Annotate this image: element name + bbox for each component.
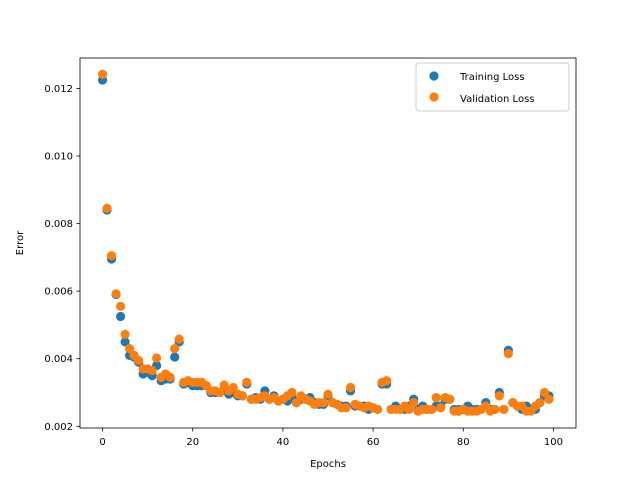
validation-loss-point <box>535 398 545 408</box>
validation-loss-point <box>97 69 108 79</box>
training-loss-point <box>115 311 126 322</box>
validation-loss-point <box>174 334 184 344</box>
validation-loss-point <box>490 404 500 415</box>
validation-loss-point <box>228 382 238 393</box>
validation-loss-point <box>544 394 554 404</box>
x-axis: 0 20 40 60 80 100 <box>99 428 563 448</box>
x-tick-label: 0 <box>99 437 105 448</box>
legend-box <box>415 62 570 112</box>
y-tick-label: 0.002 <box>44 422 73 433</box>
validation-loss-point <box>427 404 437 415</box>
validation-loss-point <box>373 404 383 415</box>
x-axis-label: Epochs <box>310 459 346 470</box>
validation-loss-point <box>102 203 112 213</box>
validation-loss-point <box>120 329 130 339</box>
points-layer <box>97 69 554 416</box>
y-tick-label: 0.008 <box>44 219 73 230</box>
validation-loss-point <box>291 398 302 408</box>
validation-loss-point <box>215 387 225 398</box>
legend-label-validation-loss: Validation Loss <box>460 94 535 105</box>
training-loss-point <box>120 337 130 347</box>
y-tick-label: 0.006 <box>44 287 73 298</box>
x-tick-label: 100 <box>544 437 563 448</box>
y-axis: 0.002 0.004 0.006 0.008 0.010 0.012 <box>44 84 80 433</box>
legend: Training Loss Validation Loss <box>415 62 570 112</box>
validation-loss-point <box>165 372 175 382</box>
validation-loss-point <box>503 349 513 359</box>
training-loss-point <box>170 352 180 362</box>
validation-loss-point <box>147 365 157 376</box>
x-tick-label: 80 <box>457 437 470 448</box>
x-tick-label: 20 <box>186 437 199 448</box>
validation-loss-point <box>152 353 162 363</box>
validation-loss-point <box>134 355 144 366</box>
validation-loss-point <box>106 251 117 261</box>
y-tick-label: 0.010 <box>44 151 73 162</box>
legend-label-training-loss: Training Loss <box>459 72 525 83</box>
validation-loss-point <box>170 343 180 354</box>
plot-area-frame <box>79 57 577 429</box>
validation-loss-point <box>445 394 455 404</box>
x-tick-label: 40 <box>277 437 290 448</box>
validation-loss-point <box>111 289 121 299</box>
validation-loss-point <box>404 404 414 415</box>
y-tick-label: 0.012 <box>44 84 73 95</box>
validation-loss-point <box>539 387 550 398</box>
x-tick-label: 60 <box>367 437 380 448</box>
validation-loss-point <box>323 389 333 399</box>
validation-loss-point <box>318 398 329 408</box>
validation-loss-point <box>341 403 351 413</box>
validation-loss-point <box>115 301 126 311</box>
validation-loss-point <box>436 403 446 413</box>
legend-marker-training-loss <box>429 71 439 81</box>
validation-loss-point <box>409 398 419 408</box>
legend-marker-validation-loss <box>429 92 439 102</box>
validation-loss-point <box>242 377 252 387</box>
y-tick-label: 0.004 <box>44 354 73 365</box>
validation-loss-point <box>287 387 297 398</box>
y-axis-label: Error <box>15 230 26 255</box>
validation-loss-point <box>499 404 509 415</box>
validation-loss-point <box>382 376 392 386</box>
validation-loss-point <box>494 391 504 401</box>
validation-loss-point <box>431 392 441 403</box>
validation-loss-point <box>237 391 247 401</box>
validation-loss-point <box>345 382 356 393</box>
validation-loss-point <box>125 343 135 354</box>
